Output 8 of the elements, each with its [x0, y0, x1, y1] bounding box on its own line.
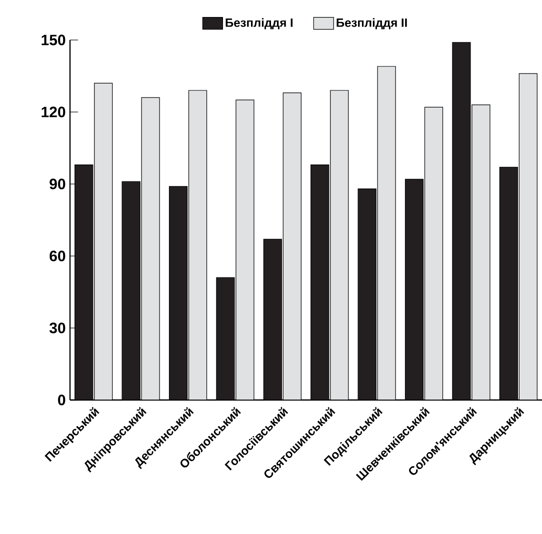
y-tick-label: 150 [42, 34, 66, 46]
y-tick-label: 120 [42, 106, 66, 118]
y-tick-label: 90 [50, 178, 66, 190]
y-tick-label: 30 [49, 322, 66, 334]
y-tick-label: 0 [58, 394, 66, 406]
y-tick-label: 60 [50, 250, 66, 262]
legend-label: Безпліддя II [336, 18, 407, 30]
legend-label: Безпліддя I [226, 18, 293, 30]
